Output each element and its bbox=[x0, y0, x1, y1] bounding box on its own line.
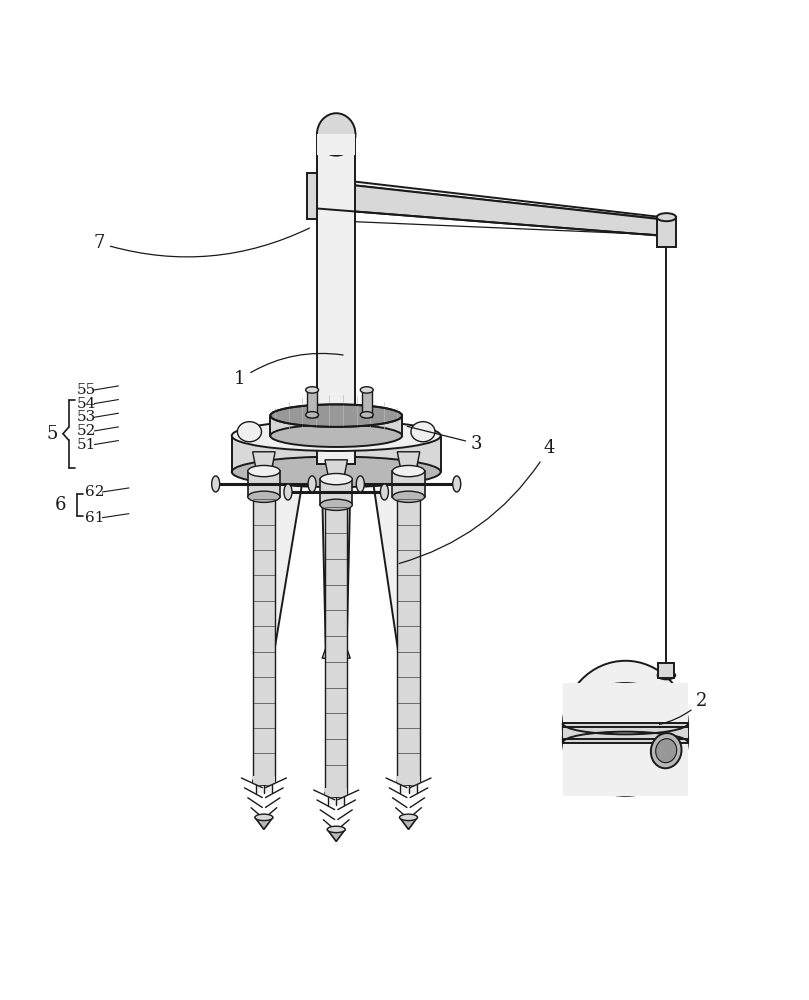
Bar bbox=[307, 390, 317, 417]
Text: 4: 4 bbox=[399, 439, 555, 564]
Ellipse shape bbox=[320, 473, 352, 485]
Polygon shape bbox=[270, 416, 402, 436]
Bar bbox=[252, 776, 275, 785]
Bar bbox=[307, 173, 317, 219]
Ellipse shape bbox=[237, 422, 261, 442]
Text: 54: 54 bbox=[77, 397, 96, 411]
Bar bbox=[256, 452, 272, 653]
Ellipse shape bbox=[563, 661, 688, 792]
Ellipse shape bbox=[360, 387, 373, 393]
Bar bbox=[320, 479, 352, 505]
Ellipse shape bbox=[327, 826, 345, 833]
Ellipse shape bbox=[248, 465, 280, 477]
Polygon shape bbox=[327, 829, 345, 841]
Text: 2: 2 bbox=[659, 692, 707, 724]
Polygon shape bbox=[322, 645, 350, 658]
Bar bbox=[563, 683, 688, 739]
Bar bbox=[657, 217, 676, 247]
Bar bbox=[328, 506, 345, 805]
Ellipse shape bbox=[284, 484, 292, 500]
Bar bbox=[362, 390, 371, 417]
Text: 51: 51 bbox=[77, 438, 96, 452]
Text: 5: 5 bbox=[47, 425, 58, 443]
Text: 3: 3 bbox=[407, 426, 482, 453]
Polygon shape bbox=[316, 181, 671, 236]
Ellipse shape bbox=[308, 476, 316, 492]
Bar bbox=[400, 498, 417, 793]
Ellipse shape bbox=[400, 814, 417, 821]
Ellipse shape bbox=[356, 476, 364, 492]
Ellipse shape bbox=[411, 422, 435, 442]
Bar bbox=[325, 505, 347, 793]
Bar bbox=[397, 497, 420, 781]
Ellipse shape bbox=[657, 213, 676, 221]
Ellipse shape bbox=[212, 476, 220, 492]
Ellipse shape bbox=[306, 387, 319, 393]
Bar bbox=[563, 727, 688, 796]
Ellipse shape bbox=[325, 789, 347, 797]
Text: 53: 53 bbox=[77, 410, 96, 424]
Ellipse shape bbox=[252, 777, 275, 785]
Ellipse shape bbox=[655, 739, 676, 763]
Bar bbox=[325, 788, 347, 797]
Bar bbox=[317, 134, 355, 155]
Bar bbox=[256, 498, 272, 793]
Text: 55: 55 bbox=[77, 383, 96, 397]
Bar bbox=[659, 663, 675, 678]
Polygon shape bbox=[252, 452, 275, 468]
Polygon shape bbox=[371, 472, 418, 653]
Text: 61: 61 bbox=[85, 511, 104, 525]
Bar bbox=[325, 476, 347, 482]
Bar bbox=[400, 452, 417, 653]
Ellipse shape bbox=[380, 484, 388, 500]
Ellipse shape bbox=[248, 491, 280, 502]
Ellipse shape bbox=[360, 412, 373, 418]
Text: 62: 62 bbox=[85, 485, 104, 499]
Text: 7: 7 bbox=[94, 228, 310, 257]
Bar bbox=[330, 476, 342, 665]
Ellipse shape bbox=[320, 499, 352, 510]
Polygon shape bbox=[255, 817, 273, 829]
Bar bbox=[248, 471, 280, 497]
Ellipse shape bbox=[231, 457, 441, 487]
Ellipse shape bbox=[453, 476, 461, 492]
Polygon shape bbox=[397, 452, 420, 468]
Bar bbox=[317, 134, 355, 464]
Text: 1: 1 bbox=[234, 353, 343, 388]
Polygon shape bbox=[325, 460, 347, 476]
Bar bbox=[328, 460, 345, 665]
Bar bbox=[397, 468, 420, 474]
Ellipse shape bbox=[563, 683, 688, 796]
Ellipse shape bbox=[270, 404, 402, 427]
Text: 52: 52 bbox=[77, 424, 96, 438]
Ellipse shape bbox=[270, 424, 402, 447]
Text: 6: 6 bbox=[55, 496, 66, 514]
Ellipse shape bbox=[255, 814, 273, 821]
Ellipse shape bbox=[317, 113, 355, 156]
Bar bbox=[252, 497, 275, 781]
Ellipse shape bbox=[650, 733, 681, 768]
Ellipse shape bbox=[392, 465, 425, 477]
Bar bbox=[392, 471, 425, 497]
Ellipse shape bbox=[658, 671, 676, 679]
Ellipse shape bbox=[392, 491, 425, 502]
Bar bbox=[252, 468, 275, 474]
Ellipse shape bbox=[397, 777, 420, 785]
Ellipse shape bbox=[231, 420, 441, 451]
Polygon shape bbox=[254, 472, 304, 653]
Polygon shape bbox=[316, 177, 671, 220]
Polygon shape bbox=[322, 472, 350, 665]
Ellipse shape bbox=[306, 412, 319, 418]
Bar bbox=[563, 723, 688, 743]
Ellipse shape bbox=[561, 669, 690, 797]
Bar bbox=[397, 776, 420, 785]
Polygon shape bbox=[400, 817, 417, 829]
Polygon shape bbox=[231, 436, 441, 472]
